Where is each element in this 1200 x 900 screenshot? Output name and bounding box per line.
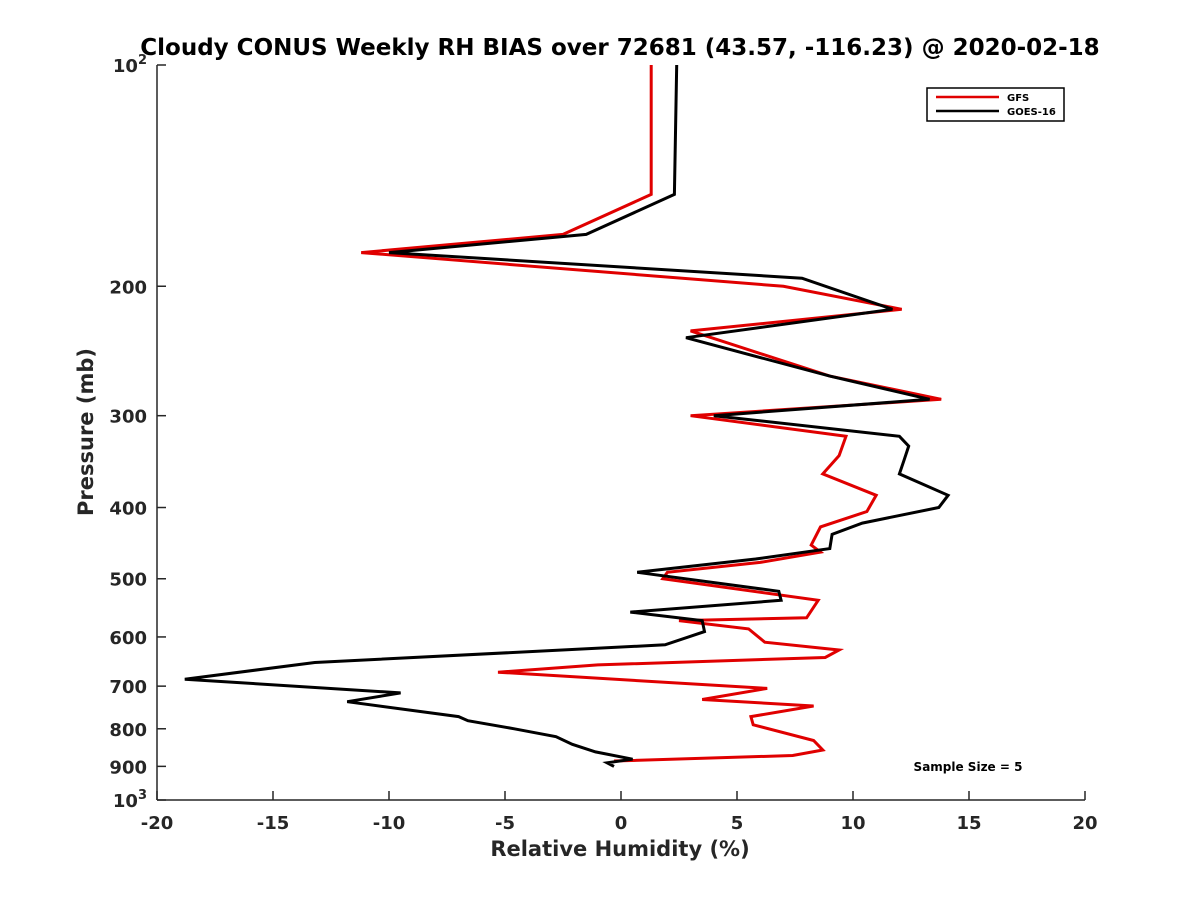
y-tick-label: 700 <box>109 677 147 698</box>
x-tick-label: 15 <box>956 813 981 834</box>
y-tick-label: 600 <box>109 628 147 649</box>
legend: GFS GOES-16 <box>926 87 1065 122</box>
series-layer <box>184 64 951 768</box>
x-tick-label: -20 <box>141 813 174 834</box>
y-tick-label: 103 <box>113 788 147 812</box>
x-tick-label: 20 <box>1072 813 1097 834</box>
x-tick-label: 0 <box>615 813 628 834</box>
x-tick-label: -15 <box>257 813 290 834</box>
y-tick-label: 300 <box>109 407 147 428</box>
y-tick-label: 200 <box>109 277 147 298</box>
x-tick-label: -5 <box>495 813 515 834</box>
series-line-gfs <box>361 65 942 763</box>
y-tick-label: 800 <box>109 720 147 741</box>
chart-title: Cloudy CONUS Weekly RH BIAS over 72681 (… <box>140 35 1099 61</box>
legend-label: GOES-16 <box>1007 107 1056 118</box>
sample-size-annotation: Sample Size = 5 <box>914 760 1023 774</box>
legend-box <box>926 87 1065 122</box>
y-tick-label: 900 <box>109 757 147 778</box>
x-tick-label: 5 <box>731 813 744 834</box>
x-tick-label: 10 <box>840 813 865 834</box>
x-axis-label: Relative Humidity (%) <box>490 837 749 861</box>
y-tick-label: 500 <box>109 570 147 591</box>
y-tick-label: 102 <box>113 53 147 77</box>
x-tick-label: -10 <box>373 813 406 834</box>
series-line-goes-16 <box>184 64 951 768</box>
y-axis-label: Pressure (mb) <box>74 348 98 516</box>
y-tick-label: 400 <box>109 499 147 520</box>
legend-label: GFS <box>1007 93 1029 104</box>
chart-axes: -20 -15 -10 -5 0 5 10 15 20 102 200 300 400 500 600 700… <box>109 53 1097 834</box>
